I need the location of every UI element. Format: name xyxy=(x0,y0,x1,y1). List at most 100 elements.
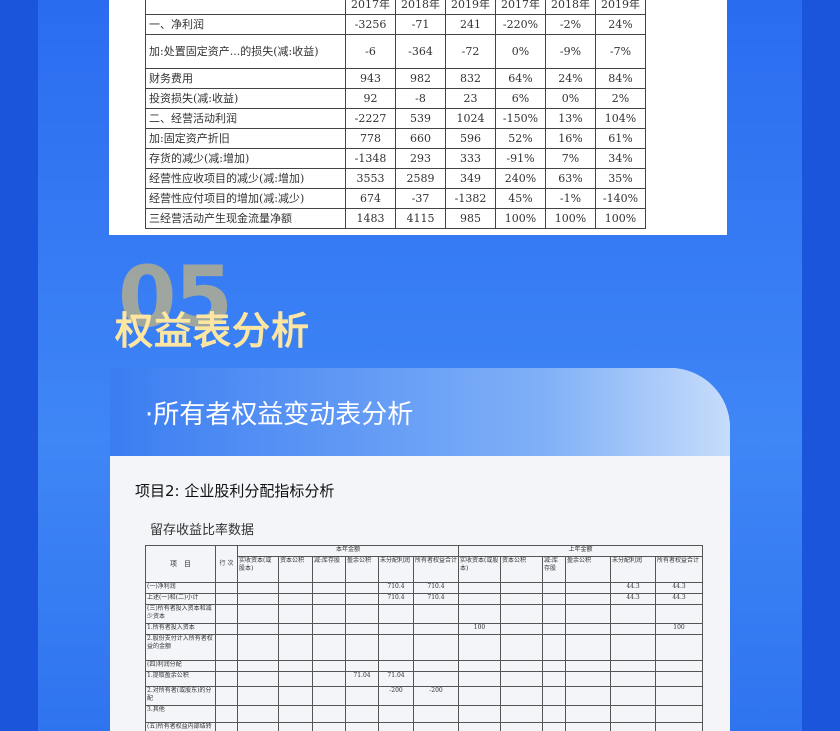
cell: -200 xyxy=(412,686,460,706)
cell xyxy=(655,604,704,624)
cell: 241 xyxy=(445,14,496,35)
row: 财务费用 943 982 832 64% 24% 84% xyxy=(145,68,646,89)
cell xyxy=(278,705,313,723)
row: 投资损失(减:收益) 92 -8 23 6% 0% 2% xyxy=(145,88,646,109)
cell xyxy=(278,671,313,687)
cell xyxy=(215,686,238,706)
cell: 982 xyxy=(395,68,446,89)
header-cell: 所有者权益合计 xyxy=(655,556,704,583)
cell: -6 xyxy=(345,34,396,69)
cell: 23 xyxy=(445,88,496,109)
cell xyxy=(378,660,414,672)
cell xyxy=(542,634,567,661)
cell xyxy=(345,623,379,635)
cell xyxy=(565,604,612,624)
cell xyxy=(500,634,544,661)
cell xyxy=(278,623,313,635)
cell xyxy=(655,705,704,723)
cell xyxy=(655,686,704,706)
header-cell: 2018年 xyxy=(545,0,596,15)
cell xyxy=(312,623,346,635)
cell: 三经营活动产生现金流量净额 xyxy=(145,208,346,229)
cell: 943 xyxy=(345,68,396,89)
cell xyxy=(565,634,612,661)
row: 存货的减少(减:增加) -1348 293 333 -91% 7% 34% xyxy=(145,148,646,169)
cell xyxy=(458,582,502,594)
cell xyxy=(215,722,238,731)
cell xyxy=(215,604,238,624)
cell: 100% xyxy=(595,208,646,229)
cell: 100% xyxy=(545,208,596,229)
cell xyxy=(278,593,313,605)
cell: 710.4 xyxy=(412,582,460,594)
header-cell: 未分配利润 xyxy=(610,556,657,583)
cell: 674 xyxy=(345,188,396,209)
cell: 104% xyxy=(595,108,646,129)
cell xyxy=(312,593,346,605)
cell xyxy=(412,604,460,624)
cell xyxy=(312,705,346,723)
row: 经营性应付项目的增加(减:减少) 674 -37 -1382 45% -1% -140% xyxy=(145,188,646,209)
cell xyxy=(458,604,502,624)
row: 加:处置固定资产...的损失(减:收益) -6 -364 -72 0% -9% -7% xyxy=(145,34,646,69)
header-cell: 所有者权益合计 xyxy=(412,556,460,583)
cell: 2589 xyxy=(395,168,446,189)
header-row: 2017年 2018年 2019年 2017年 2018年 2019年 xyxy=(145,0,646,15)
cell: -8 xyxy=(395,88,446,109)
cell: 71.04 xyxy=(378,671,414,687)
cell xyxy=(278,686,313,706)
cell xyxy=(215,593,238,605)
cell xyxy=(655,671,704,687)
cell xyxy=(237,623,279,635)
cell: 35% xyxy=(595,168,646,189)
cell: 333 xyxy=(445,148,496,169)
cell: 34% xyxy=(595,148,646,169)
row: 加:固定资产折旧 778 660 596 52% 16% 61% xyxy=(145,128,646,149)
row: 2.对所有者(或股东)的分配 -200 -200 xyxy=(145,686,704,706)
section-number: 05 xyxy=(118,248,233,346)
cell: 13% xyxy=(545,108,596,129)
cell: 7% xyxy=(545,148,596,169)
doc-title: 项目2: 企业股利分配指标分析 xyxy=(135,482,335,500)
cell: 4115 xyxy=(395,208,446,229)
cell xyxy=(542,582,567,594)
cell: 2.股份支付计入所有者权益的金额 xyxy=(145,634,216,661)
header-cell: 减:库存股 xyxy=(312,556,346,583)
row: 3.其他 xyxy=(145,705,704,723)
cell: 778 xyxy=(345,128,396,149)
cell xyxy=(312,722,346,731)
cell: -7% xyxy=(595,34,646,69)
cell xyxy=(500,722,544,731)
income-table: 2017年 2018年 2019年 2017年 2018年 2019年 一、净利润 -3256… xyxy=(145,0,646,229)
cell xyxy=(412,705,460,723)
cell xyxy=(610,634,657,661)
cell xyxy=(215,634,238,661)
header-cell: 资本公积 xyxy=(278,556,313,583)
cell: 539 xyxy=(395,108,446,129)
cell xyxy=(412,634,460,661)
cell xyxy=(610,604,657,624)
cell xyxy=(215,671,238,687)
header-cell: 减:库存股 xyxy=(542,556,567,583)
cell xyxy=(610,705,657,723)
cell: 16% xyxy=(545,128,596,149)
cell: 660 xyxy=(395,128,446,149)
cell xyxy=(215,705,238,723)
header-cell: 2019年 xyxy=(595,0,646,15)
row: 1.提取盈余公积 71.04 71.04 xyxy=(145,671,704,687)
cell: 经营性应收项目的减少(减:增加) xyxy=(145,168,346,189)
cell xyxy=(345,634,379,661)
cell xyxy=(565,660,612,672)
cell: -200 xyxy=(378,686,414,706)
cell: 61% xyxy=(595,128,646,149)
header-cell xyxy=(145,0,346,15)
cell xyxy=(345,705,379,723)
row: 三经营活动产生现金流量净额 1483 4115 985 100% 100% 100% xyxy=(145,208,646,229)
header-cell: 行 次 xyxy=(215,545,238,583)
header-cell: 盈余公积 xyxy=(565,556,612,583)
cell xyxy=(610,623,657,635)
cell xyxy=(345,582,379,594)
cell xyxy=(312,634,346,661)
cell: 710.4 xyxy=(412,593,460,605)
cell: 0% xyxy=(495,34,546,69)
